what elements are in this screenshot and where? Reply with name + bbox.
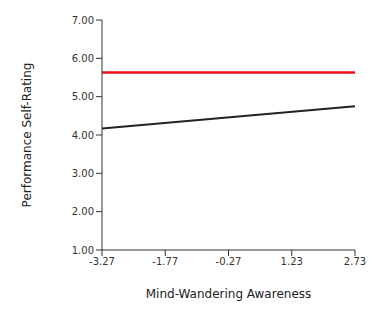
svg-text:-1.77: -1.77 xyxy=(152,256,178,267)
svg-text:6.00: 6.00 xyxy=(72,53,94,64)
svg-text:2.73: 2.73 xyxy=(344,256,366,267)
svg-text:3.00: 3.00 xyxy=(72,168,94,179)
svg-text:Mind-Wandering Awareness: Mind-Wandering Awareness xyxy=(146,287,312,301)
svg-text:-3.27: -3.27 xyxy=(89,256,115,267)
svg-text:1.23: 1.23 xyxy=(281,256,303,267)
svg-text:1.00: 1.00 xyxy=(72,245,94,256)
svg-text:-0.27: -0.27 xyxy=(216,256,242,267)
svg-text:2.00: 2.00 xyxy=(72,206,94,217)
svg-text:7.00: 7.00 xyxy=(72,15,94,26)
svg-text:4.00: 4.00 xyxy=(72,130,94,141)
html-text:Performance Self-Rating: Performance Self-Rating xyxy=(20,62,34,208)
svg-text:5.00: 5.00 xyxy=(72,91,94,102)
